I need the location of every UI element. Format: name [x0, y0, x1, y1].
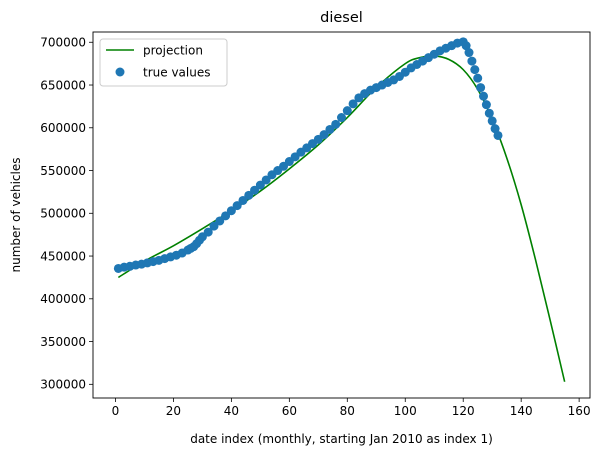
true-value-point — [331, 119, 341, 129]
true-value-point — [470, 65, 480, 75]
true-value-point — [261, 175, 271, 185]
legend: projection true values — [99, 38, 228, 87]
chart-title: diesel — [320, 10, 363, 26]
true-value-point — [221, 211, 231, 221]
true-value-point — [461, 41, 471, 51]
x-tick-label: 140 — [510, 404, 533, 418]
true-values-series — [113, 37, 503, 273]
x-axis-title: date index (monthly, starting Jan 2010 a… — [190, 432, 493, 446]
x-tick-label: 160 — [568, 404, 591, 418]
true-value-point — [484, 108, 494, 118]
x-tick-label: 80 — [340, 404, 355, 418]
legend-true-values-swatch — [115, 67, 125, 77]
true-value-point — [476, 83, 486, 93]
true-value-point — [226, 206, 236, 216]
y-tick-label: 700000 — [40, 36, 86, 50]
true-value-point — [319, 130, 329, 140]
x-tick-label: 60 — [282, 404, 297, 418]
x-tick-label: 40 — [224, 404, 239, 418]
true-value-point — [244, 190, 254, 200]
x-tick-label: 0 — [112, 404, 120, 418]
legend-true-values-label: true values — [143, 66, 210, 80]
true-value-point — [238, 195, 248, 205]
y-axis-ticks: 300000 350000 400000 450000 500000 550000 6000… — [40, 36, 93, 392]
true-value-point — [232, 201, 242, 211]
true-value-point — [255, 180, 265, 190]
y-tick-label: 350000 — [40, 335, 86, 349]
x-tick-label: 120 — [452, 404, 475, 418]
x-tick-label: 20 — [166, 404, 181, 418]
true-value-point — [487, 116, 497, 126]
true-value-point — [348, 99, 358, 109]
true-value-point — [325, 124, 335, 134]
true-value-point — [473, 73, 483, 83]
y-tick-label: 650000 — [40, 78, 86, 92]
true-value-point — [209, 221, 219, 231]
true-value-point — [467, 56, 477, 66]
x-tick-label: 100 — [394, 404, 417, 418]
true-value-point — [337, 113, 346, 123]
true-value-point — [203, 227, 213, 237]
y-tick-label: 400000 — [40, 292, 86, 306]
true-value-point — [250, 185, 260, 195]
y-tick-label: 600000 — [40, 121, 86, 135]
true-value-point — [215, 216, 225, 226]
true-value-point — [342, 106, 352, 116]
y-tick-label: 450000 — [40, 249, 86, 263]
true-value-point — [490, 124, 500, 134]
legend-projection-label: projection — [143, 44, 203, 58]
y-axis-title: number of vehicles — [9, 157, 23, 272]
true-value-point — [493, 130, 503, 140]
plot-area — [113, 37, 566, 382]
axes-frame — [92, 31, 591, 399]
y-tick-label: 550000 — [40, 164, 86, 178]
x-axis-ticks: 0 20 40 60 80 100 120 140 160 — [112, 398, 591, 418]
true-value-point — [479, 91, 488, 101]
true-value-point — [464, 48, 474, 58]
y-tick-label: 500000 — [40, 207, 86, 221]
y-tick-label: 300000 — [40, 378, 86, 392]
true-value-point — [481, 100, 491, 110]
